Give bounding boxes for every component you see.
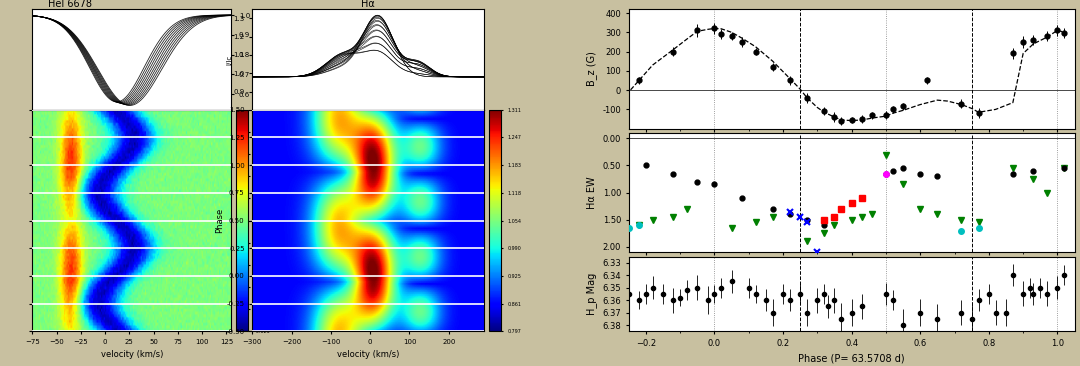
Y-axis label: I/Ic: I/Ic bbox=[226, 54, 232, 65]
Y-axis label: B_z (G): B_z (G) bbox=[585, 52, 596, 86]
Title: Hα: Hα bbox=[362, 0, 375, 9]
X-axis label: Phase (P= 63.5708 d): Phase (P= 63.5708 d) bbox=[798, 354, 905, 363]
Text: HeI 6678: HeI 6678 bbox=[49, 0, 92, 9]
Y-axis label: Phase: Phase bbox=[215, 208, 224, 233]
Y-axis label: Hα EW: Hα EW bbox=[588, 176, 597, 209]
X-axis label: velocity (km/s): velocity (km/s) bbox=[337, 350, 400, 359]
X-axis label: velocity (km/s): velocity (km/s) bbox=[100, 350, 163, 359]
Y-axis label: H_p Mag: H_p Mag bbox=[585, 273, 596, 315]
